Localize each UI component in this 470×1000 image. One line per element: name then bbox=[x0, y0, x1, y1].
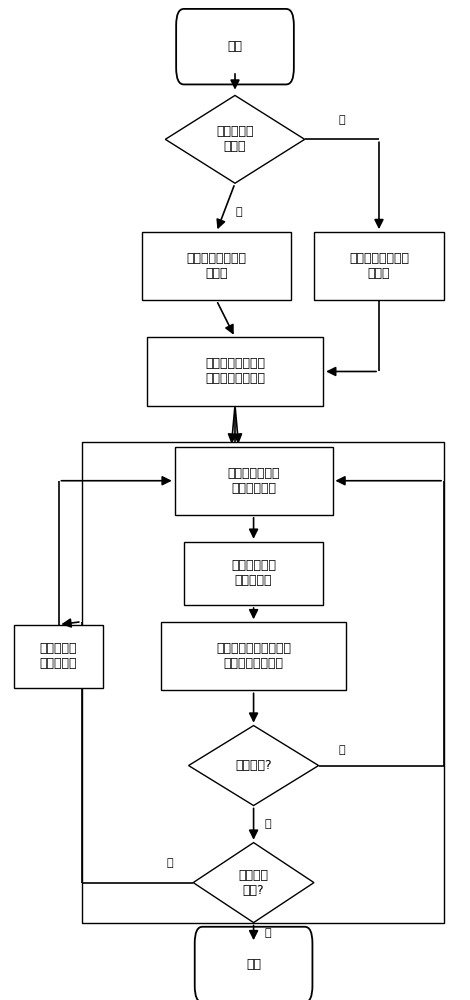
Text: 是: 是 bbox=[264, 819, 271, 829]
Polygon shape bbox=[165, 95, 305, 183]
Text: 读入所有厂站的模
型信息: 读入所有厂站的模 型信息 bbox=[187, 252, 246, 280]
Text: 是否新生成
网架图: 是否新生成 网架图 bbox=[216, 125, 254, 153]
Text: 否: 否 bbox=[338, 745, 345, 755]
Text: 是否平衡?: 是否平衡? bbox=[235, 759, 272, 772]
Bar bbox=[147, 337, 323, 406]
Text: 否: 否 bbox=[264, 928, 271, 938]
Text: 人工调整部
分厂站位置: 人工调整部 分厂站位置 bbox=[40, 642, 77, 670]
Bar bbox=[142, 232, 291, 300]
Bar bbox=[175, 447, 333, 515]
Polygon shape bbox=[193, 843, 314, 923]
Bar bbox=[161, 622, 346, 690]
Bar bbox=[314, 232, 444, 300]
Text: 生成初始网架结构
图和初始地理信息: 生成初始网架结构 图和初始地理信息 bbox=[205, 357, 265, 385]
Bar bbox=[15, 625, 102, 688]
Text: 结束: 结束 bbox=[246, 958, 261, 971]
Text: 否: 否 bbox=[338, 115, 345, 125]
FancyBboxPatch shape bbox=[195, 927, 313, 1000]
Bar bbox=[184, 542, 323, 605]
Text: 计算节点在合力作用移
动后新的位置坐标: 计算节点在合力作用移 动后新的位置坐标 bbox=[216, 642, 291, 670]
Text: 计算厂站节点
受到的合力: 计算厂站节点 受到的合力 bbox=[231, 559, 276, 587]
Text: 开始: 开始 bbox=[227, 40, 243, 53]
Polygon shape bbox=[188, 726, 319, 806]
Text: 读入部分厂站的模
型信息: 读入部分厂站的模 型信息 bbox=[349, 252, 409, 280]
Bar bbox=[82, 442, 444, 923]
FancyBboxPatch shape bbox=[176, 9, 294, 84]
Text: 是: 是 bbox=[235, 207, 242, 217]
Text: 是: 是 bbox=[167, 858, 173, 868]
Text: 是否人工
调整?: 是否人工 调整? bbox=[239, 869, 268, 897]
Text: 计算厂站节点间
的引力和斥力: 计算厂站节点间 的引力和斥力 bbox=[227, 467, 280, 495]
